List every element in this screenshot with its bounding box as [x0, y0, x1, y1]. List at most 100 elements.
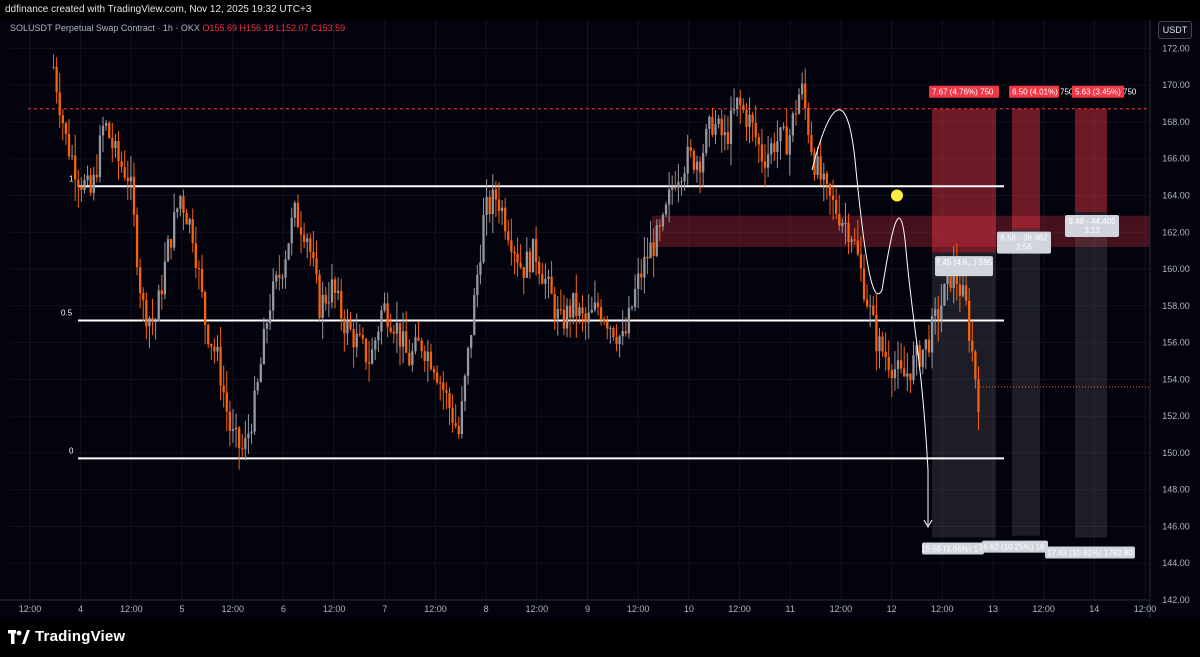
candle-body — [234, 427, 238, 430]
candle-body — [466, 347, 470, 376]
projection-arrow-head — [923, 519, 933, 529]
candle-body — [386, 303, 389, 328]
candle-body — [454, 423, 457, 427]
candle-body — [207, 324, 210, 345]
candle-body — [618, 336, 621, 345]
candle-body — [371, 349, 374, 364]
candle-body — [299, 227, 303, 235]
candle-body — [544, 278, 547, 284]
candle-body — [581, 307, 584, 314]
candle-body — [364, 338, 368, 363]
candle-body — [844, 222, 847, 224]
candle-body — [729, 110, 733, 144]
candle-body — [841, 223, 844, 226]
position-stop-label-bg — [1072, 85, 1124, 98]
candle-body — [590, 309, 593, 313]
candle-body — [661, 214, 665, 227]
candle-body — [225, 392, 228, 412]
candle-body — [903, 368, 906, 377]
candle-body — [392, 331, 395, 334]
candle-body — [825, 173, 829, 184]
candle-body — [621, 331, 624, 337]
candle-body — [92, 174, 95, 193]
fib-level-label: 1 — [69, 174, 74, 183]
candle-body — [228, 411, 232, 431]
ohlc-low: L152.07 — [276, 23, 309, 33]
candle-body — [875, 314, 878, 352]
currency-button[interactable]: USDT — [1158, 21, 1192, 39]
time-tick-label: 9 — [585, 604, 590, 614]
time-tick-label: 12:00 — [424, 604, 447, 614]
candle-body — [887, 357, 890, 371]
time-tick-label: 14 — [1089, 604, 1099, 614]
candle-body — [568, 305, 572, 318]
candle-body — [565, 305, 569, 329]
position-entry-label: 9.48 - 44.405 — [1068, 217, 1116, 226]
candle-body — [123, 166, 126, 178]
candle-body — [692, 150, 696, 170]
fib-levels: 10.50 — [28, 108, 1150, 460]
candle-body — [451, 407, 454, 424]
candle-body — [934, 309, 937, 317]
position-entry-label: 7.45 (4.6...) 595 — [936, 258, 993, 267]
candle-body — [714, 124, 717, 135]
candle-body — [129, 176, 133, 182]
candle-body — [893, 369, 897, 379]
candle-body — [930, 316, 934, 353]
candle-body — [964, 285, 968, 301]
price-tick-label: 146.00 — [1162, 521, 1190, 531]
time-tick-label: 8 — [484, 604, 489, 614]
candle-body — [179, 196, 182, 209]
time-tick-label: 12:00 — [931, 604, 954, 614]
candle-body — [111, 137, 114, 149]
candle-body — [937, 309, 940, 320]
candle-body — [538, 261, 541, 275]
candle-body — [231, 429, 235, 431]
price-tick-label: 168.00 — [1162, 117, 1190, 127]
chart-credit: ddfinance created with TradingView.com, … — [5, 4, 312, 15]
candles — [52, 54, 980, 470]
position-target-zone — [932, 252, 996, 538]
price-tick-label: 156.00 — [1162, 338, 1190, 348]
candle-body — [182, 196, 185, 213]
candle-body — [135, 214, 139, 268]
chart-grid — [10, 20, 1150, 601]
candle-body — [547, 276, 550, 279]
candle-body — [859, 254, 863, 269]
candle-body — [132, 176, 136, 215]
candle-body — [782, 126, 785, 128]
candle-body — [154, 320, 157, 323]
candle-body — [244, 437, 247, 450]
candle-body — [541, 274, 544, 284]
candle-body — [507, 231, 510, 241]
candle-body — [457, 426, 460, 435]
candle-body — [191, 219, 194, 244]
candle-body — [479, 262, 482, 275]
position-zones — [652, 108, 1150, 538]
candle-body — [652, 242, 655, 256]
time-tick-label: 12:00 — [1134, 604, 1157, 614]
candle-body — [606, 321, 609, 329]
candle-body — [80, 186, 83, 190]
price-tick-label: 158.00 — [1162, 301, 1190, 311]
candle-body — [736, 97, 739, 109]
candle-body — [674, 187, 677, 189]
candle-body — [906, 373, 909, 377]
candle-body — [773, 143, 776, 153]
candle-body — [791, 113, 794, 136]
price-chart[interactable]: 10.50 7.67 (4.76%) 750 7.45 (4.6...) 595 1… — [0, 20, 1200, 618]
position-stop-label-bg — [929, 85, 999, 98]
candle-body — [961, 285, 965, 296]
price-tick-label: 160.00 — [1162, 264, 1190, 274]
candle-body — [321, 294, 324, 318]
position-stop-label: 7.67 (4.76%) 750 — [932, 88, 994, 97]
candle-body — [612, 327, 615, 338]
candle-body — [401, 331, 405, 347]
position-stop-label-bg — [1009, 85, 1059, 98]
chart-area[interactable]: 1 0.5 0 7.67 (4.76%) 750 7.45 (4.6...) 595 1… — [0, 20, 1200, 618]
candle-body — [909, 373, 912, 381]
candle-body — [306, 238, 309, 242]
candle-body — [383, 303, 386, 311]
candle-body — [485, 196, 488, 215]
candle-body — [173, 212, 176, 248]
